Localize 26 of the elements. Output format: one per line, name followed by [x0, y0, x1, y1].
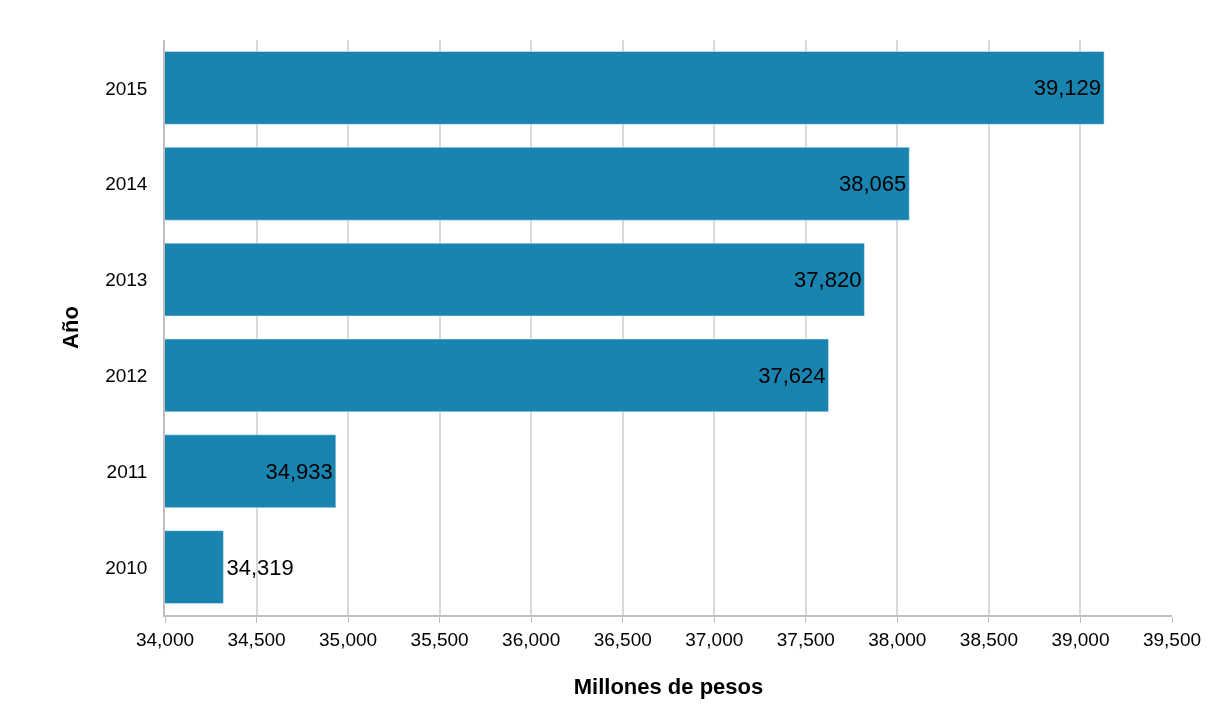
y-tick-label: 2014 — [105, 173, 148, 195]
x-axis-title: Millones de pesos — [573, 673, 764, 699]
x-tick-label: 34,500 — [227, 628, 286, 650]
data-label: 34,933 — [265, 458, 333, 484]
data-label: 34,319 — [226, 554, 294, 580]
y-tick-label: 2015 — [105, 77, 148, 99]
x-tick-label: 34,000 — [135, 628, 195, 650]
data-label: 39,129 — [1033, 75, 1102, 101]
x-tick-label: 35,500 — [410, 628, 469, 650]
x-tick-label: 37,000 — [685, 628, 744, 650]
x-tick-label: 36,500 — [593, 628, 652, 650]
y-tick-label: 2013 — [105, 269, 148, 291]
data-label: 38,065 — [838, 171, 907, 197]
x-tick-label: 35,000 — [319, 628, 378, 650]
y-axis-title: Año — [58, 306, 84, 349]
x-tick-label: 36,000 — [502, 628, 561, 650]
x-tick-label: 39,500 — [1142, 628, 1202, 650]
x-tick-label: 37,500 — [776, 628, 835, 650]
x-tick-label: 38,000 — [868, 628, 927, 650]
x-tick-label: 39,000 — [1051, 628, 1110, 650]
y-tick-label: 2012 — [105, 365, 148, 387]
data-label: 37,820 — [794, 267, 862, 293]
data-label: 37,624 — [758, 362, 826, 388]
y-tick-label: 2010 — [105, 556, 148, 578]
y-tick-label: 2011 — [106, 460, 148, 482]
x-tick-label: 38,500 — [959, 628, 1018, 650]
